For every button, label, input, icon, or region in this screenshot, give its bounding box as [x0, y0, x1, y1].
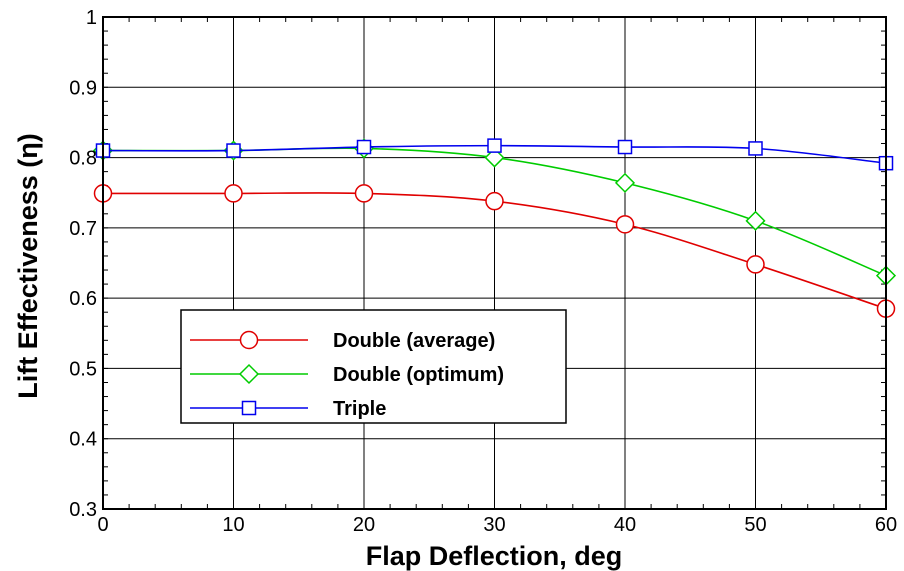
data-point — [615, 215, 635, 234]
x-tick-labels: 0 10 20 30 40 50 60 — [97, 514, 897, 536]
data-point — [487, 138, 502, 153]
x-axis-title: Flap Deflection, deg — [366, 541, 623, 571]
data-point — [224, 184, 243, 203]
legend-swatch-marker — [239, 330, 259, 350]
data-point — [354, 184, 374, 203]
x-tick-label: 30 — [483, 514, 505, 536]
data-point — [226, 143, 241, 158]
legend-item: Triple — [190, 398, 386, 420]
data-point — [748, 141, 763, 156]
x-tick-label: 40 — [614, 514, 636, 536]
y-tick-label: 0.9 — [69, 77, 97, 99]
series-layer — [92, 138, 897, 318]
legend-swatch-marker — [238, 363, 260, 385]
x-tick-label: 20 — [353, 514, 375, 536]
legend-item: Double (optimum) — [190, 363, 504, 386]
plot-frame — [102, 16, 887, 510]
legend-label: Triple — [333, 398, 386, 420]
data-point — [745, 210, 766, 231]
y-tick-label: 0.8 — [69, 148, 97, 170]
y-tick-label: 1 — [86, 7, 97, 29]
legend-item: Double (average) — [190, 330, 495, 352]
y-tick-label: 0.7 — [69, 218, 97, 240]
grid — [102, 16, 887, 510]
x-tick-label: 0 — [97, 514, 108, 536]
y-tick-labels: 0.3 0.4 0.5 0.6 0.7 0.8 0.9 1 — [69, 7, 97, 521]
data-point — [485, 191, 504, 211]
y-tick-label: 0.4 — [69, 429, 97, 451]
legend-label: Double (average) — [333, 330, 495, 352]
x-tick-label: 60 — [875, 514, 897, 536]
legend-label: Double (optimum) — [333, 364, 504, 386]
legend-swatch-marker — [241, 400, 257, 416]
data-point — [484, 147, 505, 168]
y-tick-label: 0.6 — [69, 288, 97, 310]
x-tick-label: 50 — [744, 514, 766, 536]
data-point — [617, 139, 633, 155]
y-axis-title: Lift Effectiveness (η) — [13, 133, 43, 399]
data-point — [746, 255, 765, 274]
x-tick-label: 10 — [222, 514, 244, 536]
series-3 — [95, 138, 894, 171]
y-tick-label: 0.3 — [69, 499, 97, 521]
legend: Double (average) Double (optimum) Triple — [180, 309, 567, 424]
y-tick-label: 0.5 — [69, 358, 97, 380]
data-point — [356, 139, 372, 155]
data-point — [614, 172, 636, 193]
